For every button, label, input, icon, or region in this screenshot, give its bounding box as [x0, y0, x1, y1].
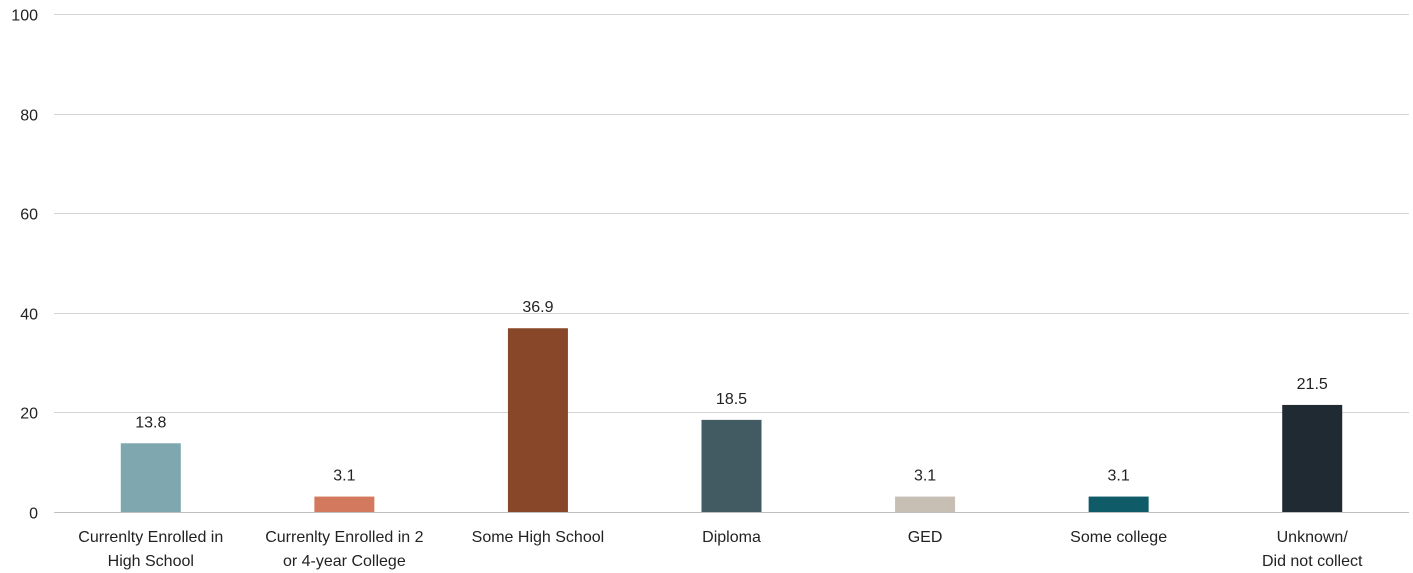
bar	[120, 443, 181, 512]
data-label: 36.9	[522, 299, 553, 316]
y-tick-label: 20	[20, 406, 38, 423]
y-tick-label: 100	[11, 8, 38, 25]
bar	[507, 328, 568, 512]
bar	[895, 496, 956, 512]
bar	[314, 496, 375, 512]
x-category-label: Currenlty Enrolled in High School	[78, 529, 223, 570]
x-category-label-line: Some college	[1070, 529, 1167, 546]
x-category-label-line: Currenlty Enrolled in	[78, 529, 223, 546]
y-axis-ticks: 0 20 40 60 80 100	[11, 8, 38, 523]
x-category-label: GED	[908, 529, 943, 546]
y-tick-label: 60	[20, 207, 38, 224]
bar	[1282, 404, 1343, 512]
x-axis-categories: Currenlty Enrolled in High SchoolCurrenlt…	[78, 529, 1363, 570]
data-label: 13.8	[135, 414, 166, 431]
x-category-label-line: GED	[908, 529, 943, 546]
data-label: 18.5	[716, 391, 747, 408]
y-tick-label: 80	[20, 108, 38, 125]
x-category-label: Some college	[1070, 529, 1167, 546]
x-category-label-line: Did not collect	[1262, 553, 1363, 570]
x-category-label-line: Some High School	[472, 529, 605, 546]
data-label: 3.1	[1108, 468, 1130, 485]
data-labels: 13.8 3.1 36.9 18.5 3.1 3.1 21.5	[135, 299, 1328, 484]
x-category-label: Diploma	[702, 529, 761, 546]
y-tick-label: 40	[20, 307, 38, 324]
data-label: 3.1	[914, 468, 936, 485]
bar	[1088, 496, 1149, 512]
x-category-label: Unknown/Did not collect	[1262, 529, 1363, 570]
x-category-label: Some High School	[472, 529, 605, 546]
x-category-label-line: Diploma	[702, 529, 761, 546]
bars	[120, 328, 1343, 512]
x-category-label-line: Currenlty Enrolled in 2	[265, 529, 423, 546]
x-category-label-line: High School	[108, 553, 194, 570]
bar	[701, 419, 762, 512]
gridlines	[54, 14, 1409, 413]
data-label: 21.5	[1297, 376, 1328, 393]
data-label: 3.1	[333, 468, 355, 485]
x-category-label: Currenlty Enrolled in 2 or 4-year College	[265, 529, 423, 570]
x-category-label-line: or 4-year College	[283, 553, 406, 570]
y-tick-label: 0	[29, 506, 38, 523]
x-category-label-line: Unknown/	[1277, 529, 1349, 546]
